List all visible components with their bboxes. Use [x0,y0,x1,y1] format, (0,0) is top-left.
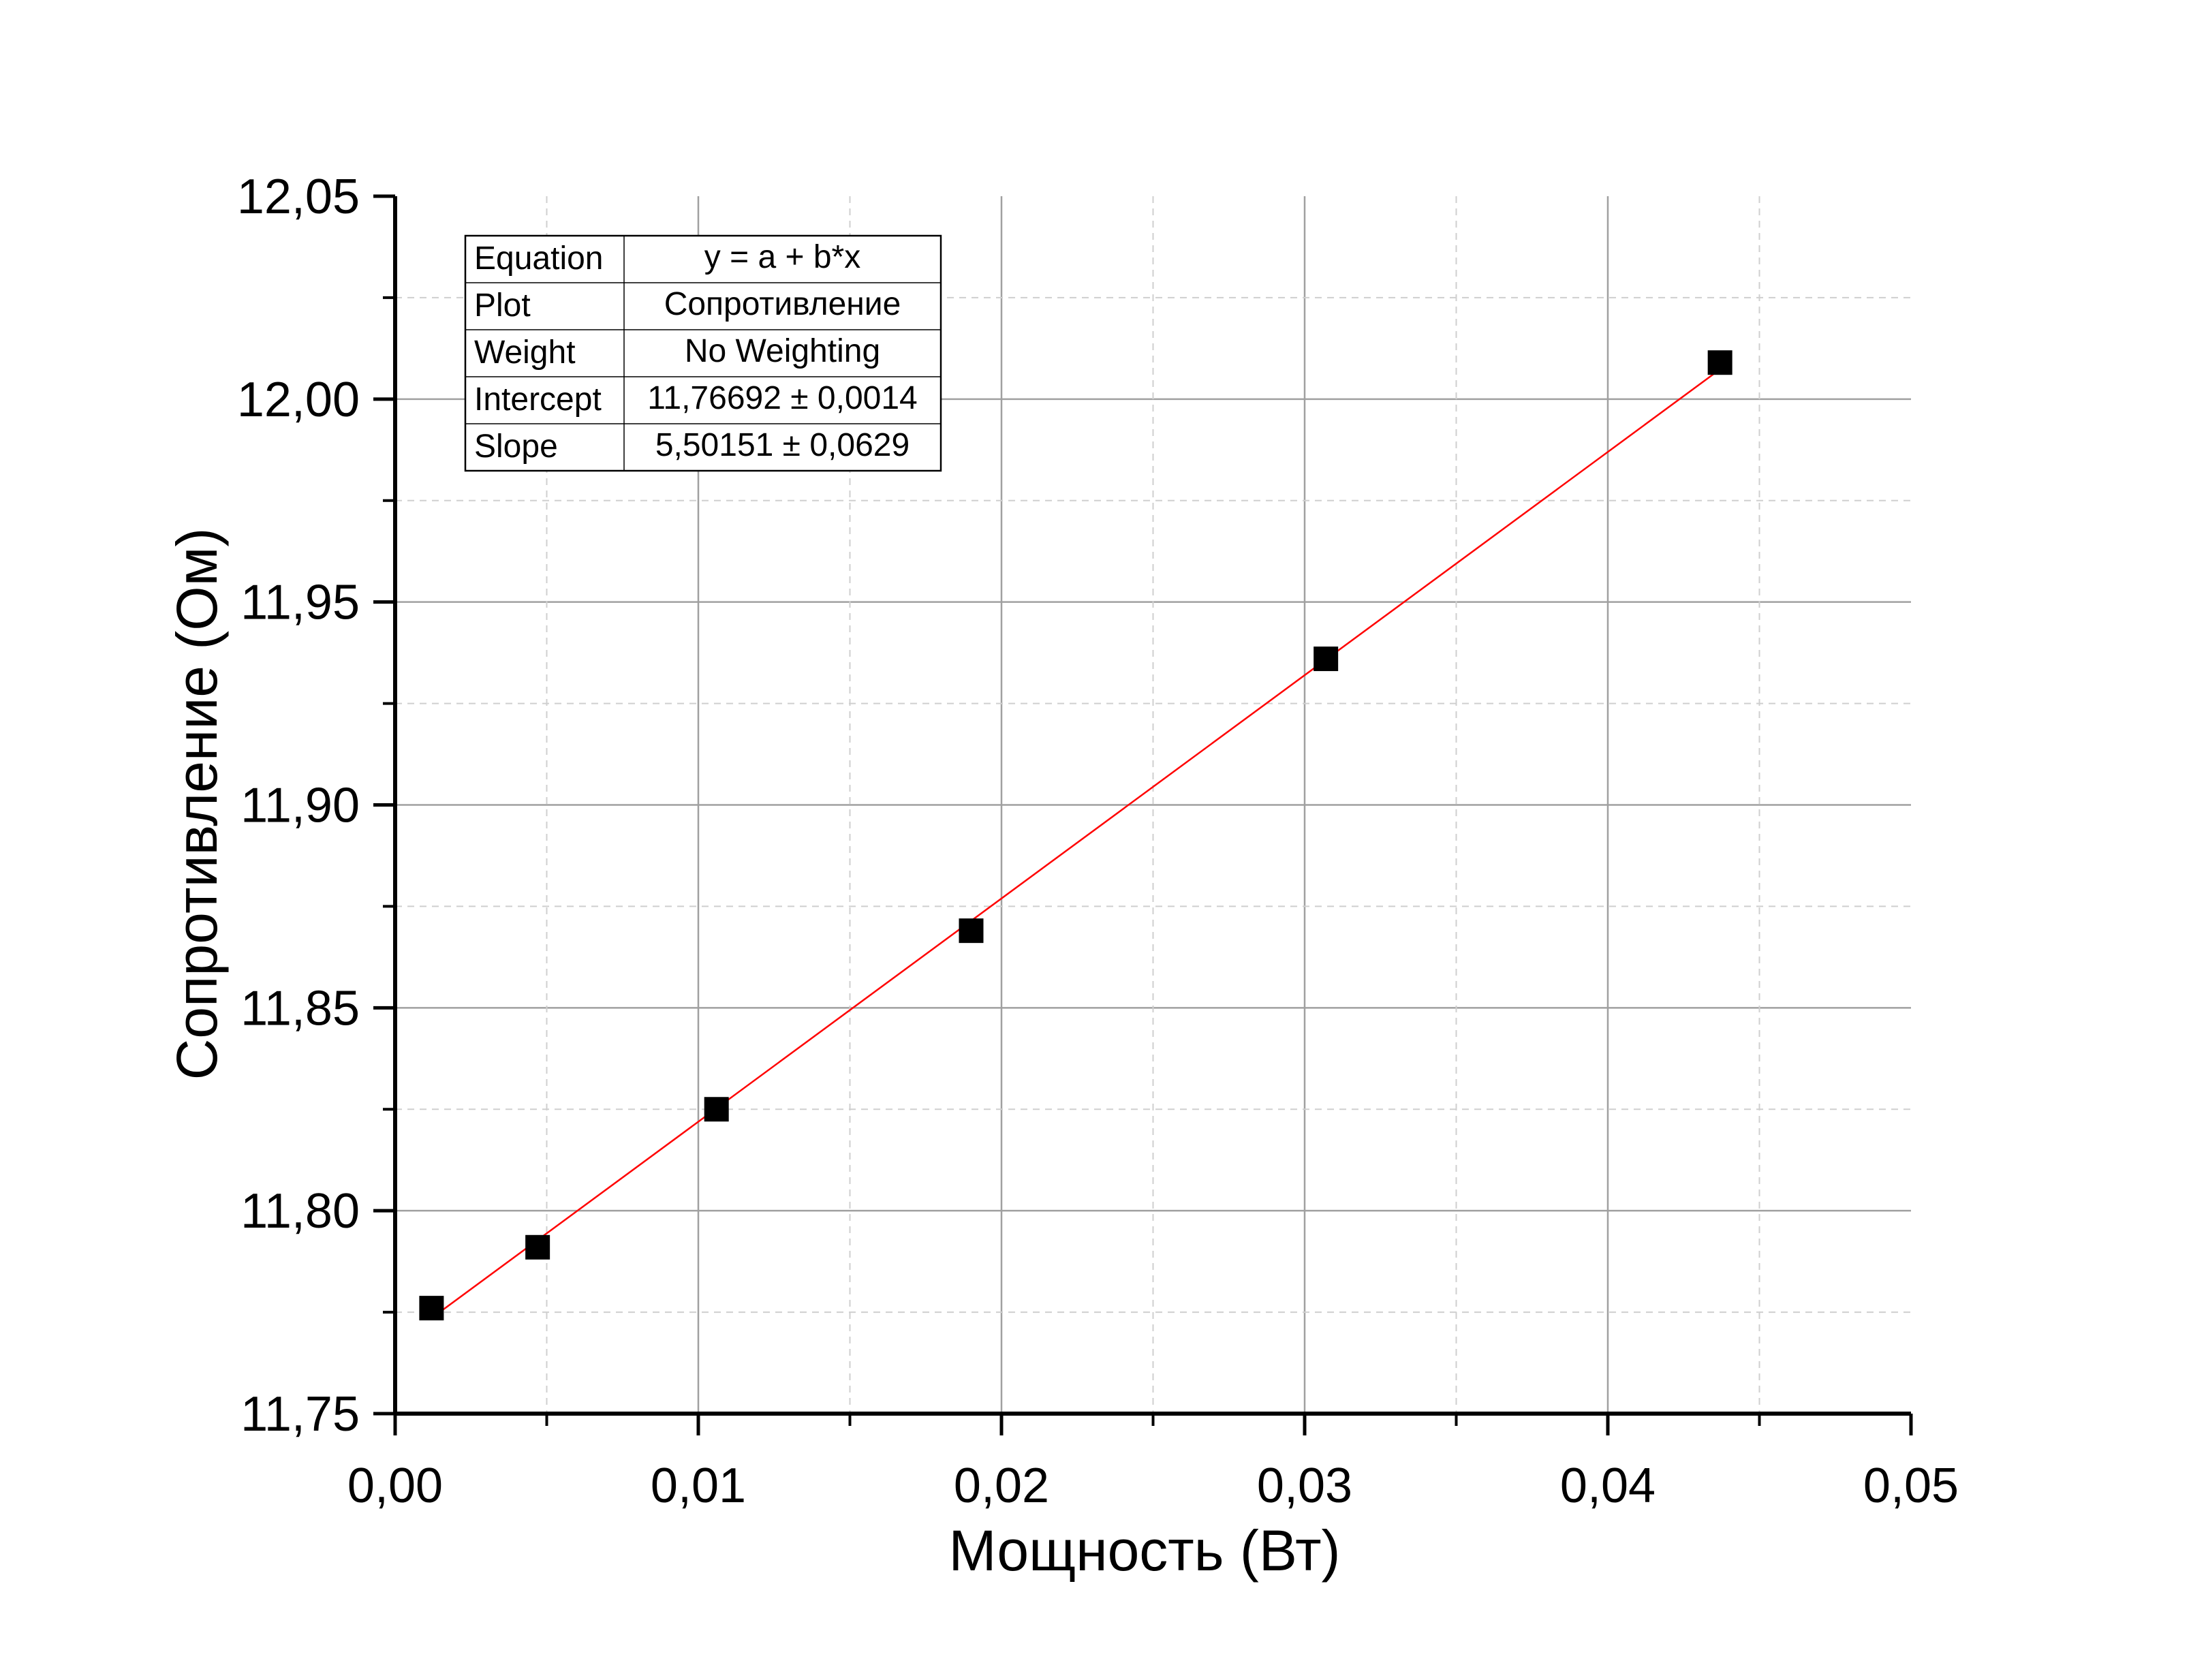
data-point [704,1097,729,1122]
y-tick-label: 11,85 [240,981,360,1036]
axes [373,194,1913,1435]
y-tick-label: 11,90 [240,779,360,833]
fit-table-value: Сопротивление [664,286,901,322]
fit-line [431,369,1721,1319]
data-point [1707,350,1732,375]
fit-table-value: 5,50151 ± 0,0629 [655,427,910,463]
fit-line-group [431,369,1721,1319]
fit-table-frame [464,234,942,472]
fit-table-label: Equation [474,240,604,277]
x-tick-label: 0,00 [347,1459,443,1513]
grid [395,196,1911,1414]
x-axis-label: Мощность (Вт) [948,1519,1340,1583]
x-tick-label: 0,02 [954,1459,1049,1513]
y-tick-label: 11,80 [240,1184,360,1239]
data-point [1314,647,1339,672]
x-tick-label: 0,05 [1863,1459,1959,1513]
fit-table: Equation y = a + b*x Plot Сопротивление Weig… [464,234,942,472]
data-point [525,1234,550,1260]
fit-table-value: 11,76692 ± 0,0014 [647,380,917,416]
x-tick-label: 0,03 [1257,1459,1352,1513]
y-tick-label: 12,00 [237,373,360,427]
data-points [419,350,1732,1321]
tick-labels: 0,00 0,01 0,02 0,03 0,04 0,05 11,75 11,80 11,85 1… [237,170,1959,1513]
x-tick-label: 0,04 [1560,1459,1656,1513]
fit-table-label: Intercept [474,382,602,418]
y-tick-label: 11,75 [240,1387,360,1442]
y-tick-label: 11,95 [240,576,360,630]
y-axis-label: Сопротивление (Ом) [165,528,229,1080]
data-point [419,1296,444,1321]
x-tick-label: 0,01 [651,1459,746,1513]
y-tick-label: 12,05 [237,170,360,224]
fit-table-label: Weight [474,335,576,371]
fit-table-label: Plot [474,287,531,324]
data-point [959,918,984,944]
fit-table-value: No Weighting [685,333,880,369]
fit-table-value: y = a + b*x [704,239,860,275]
fit-table-label: Slope [474,429,558,465]
